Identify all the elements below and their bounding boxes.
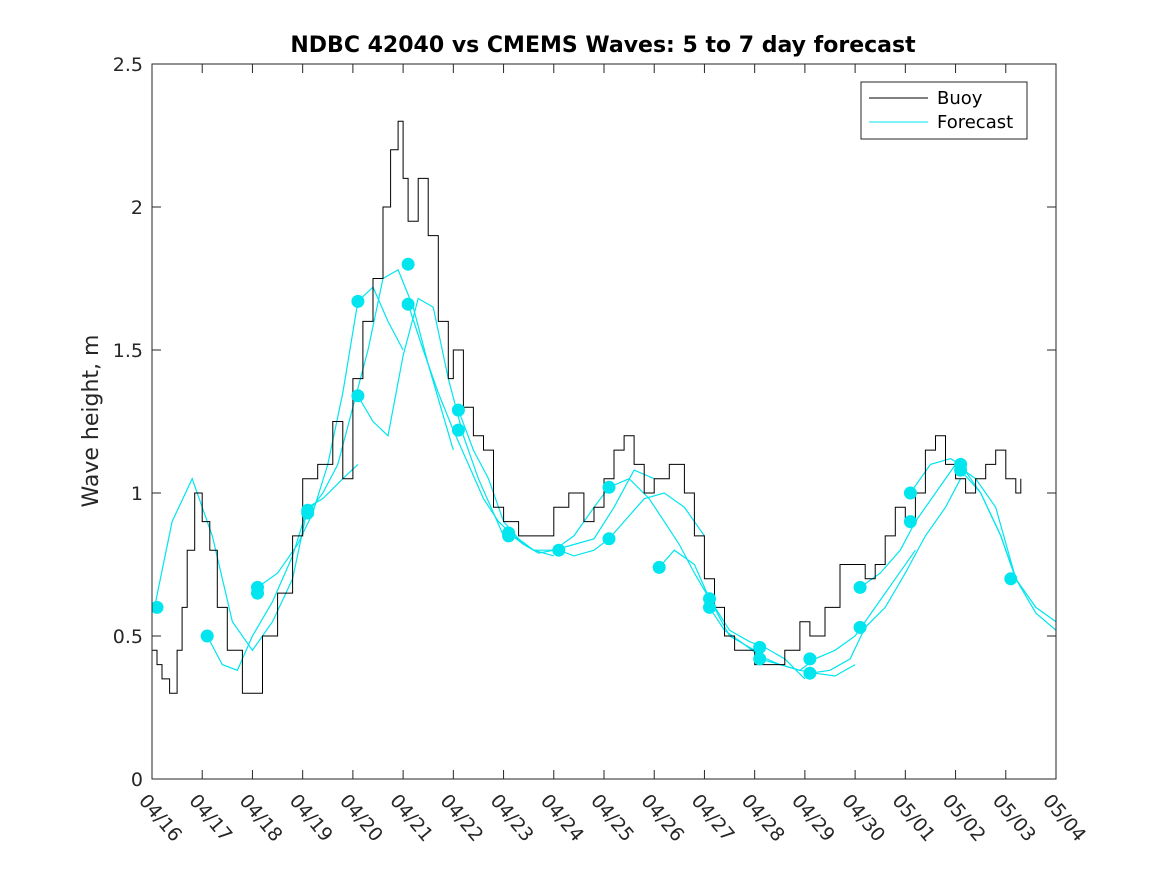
y-tick-label-3: 1.5: [113, 340, 143, 362]
forecast-run-line-7: [508, 469, 655, 554]
forecast-run-line-3: [307, 269, 454, 514]
y-tick-label-1: 0.5: [113, 626, 143, 648]
forecast-marker-6: [351, 294, 365, 308]
legend: Buoy Forecast: [860, 81, 1028, 140]
forecast-marker-0: [152, 600, 164, 614]
forecast-marker-30: [1004, 572, 1018, 586]
forecast-run-line-8: [558, 492, 705, 557]
forecast-run-line-16: [960, 469, 1056, 631]
y-tick-label-5: 2.5: [113, 54, 143, 76]
forecast-run-line-9: [608, 477, 755, 651]
forecast-marker-22: [803, 652, 817, 666]
forecast-marker-21: [753, 652, 767, 666]
forecast-marker-24: [853, 580, 867, 594]
forecast-marker-1: [200, 629, 214, 643]
forecast-marker-16: [602, 532, 616, 546]
plot-series-group: [152, 120, 1056, 694]
forecast-run-line-4: [357, 297, 505, 537]
legend-forecast-label: Forecast: [937, 112, 1013, 133]
plot-area: [152, 120, 1056, 694]
forecast-run-line-2: [257, 286, 404, 588]
y-tick-label-4: 2: [131, 197, 143, 219]
forecast-marker-7: [351, 389, 365, 403]
forecast-marker-23: [803, 666, 817, 680]
forecast-marker-14: [552, 543, 566, 557]
buoy-line: [152, 120, 1022, 694]
forecast-marker-10: [451, 403, 465, 417]
forecast-marker-25: [853, 620, 867, 634]
forecast-run-line-12: [759, 549, 916, 671]
legend-box: [860, 81, 1028, 140]
chart-title: NDBC 42040 vs CMEMS Waves: 5 to 7 day fo…: [290, 33, 916, 58]
forecast-run-line-1: [206, 463, 359, 672]
forecast-marker-11: [451, 423, 465, 437]
forecast-marker-19: [703, 600, 716, 614]
forecast-marker-20: [753, 640, 767, 654]
forecast-marker-17: [652, 560, 666, 574]
y-axis-label: Wave height, m: [79, 335, 104, 508]
forecast-marker-3: [251, 586, 264, 600]
forecast-marker-26: [903, 486, 917, 500]
forecast-run-line-14: [859, 463, 1017, 588]
legend-buoy-label: Buoy: [937, 88, 983, 109]
forecast-run-line-10: [658, 549, 806, 680]
forecast-marker-5: [301, 506, 315, 520]
forecast-marker-15: [602, 480, 616, 494]
forecast-marker-13: [502, 529, 516, 543]
y-tick-label-0: 0: [131, 769, 143, 791]
forecast-marker-29: [954, 463, 968, 477]
y-tick-label-2: 1: [131, 483, 143, 505]
forecast-marker-8: [401, 257, 415, 271]
forecast-marker-9: [401, 297, 415, 311]
forecast-run-line-13: [809, 478, 962, 674]
forecast-marker-27: [903, 515, 917, 529]
